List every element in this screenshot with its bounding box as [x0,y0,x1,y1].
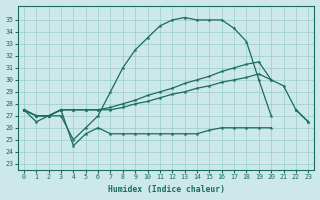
X-axis label: Humidex (Indice chaleur): Humidex (Indice chaleur) [108,185,225,194]
